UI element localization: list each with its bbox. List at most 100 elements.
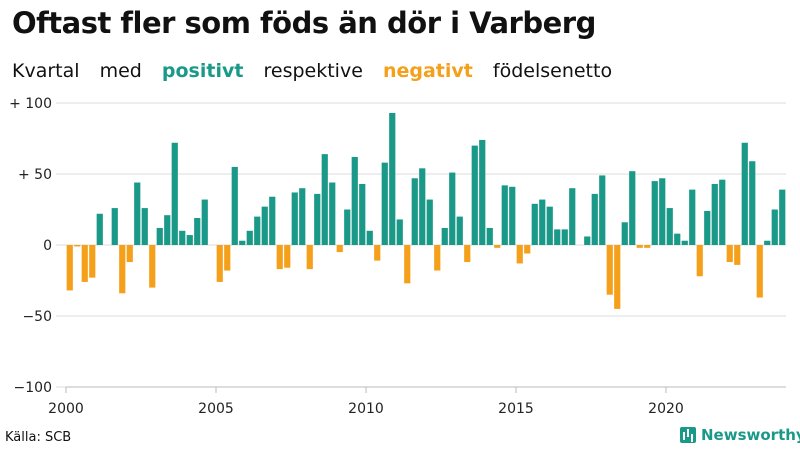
bar	[426, 199, 433, 245]
bar	[314, 193, 321, 245]
bar	[374, 245, 381, 261]
y-tick-label: + 50	[18, 167, 52, 183]
bar	[629, 171, 636, 245]
legend-negative: negativt	[382, 60, 473, 82]
bar	[329, 182, 336, 245]
bar	[704, 210, 711, 245]
bar	[749, 161, 756, 245]
bar	[779, 189, 786, 245]
bar	[149, 245, 156, 288]
bar	[96, 213, 103, 245]
bar	[246, 230, 253, 245]
bar	[449, 172, 456, 245]
subtitle-word: Kvartal	[12, 60, 80, 82]
bar	[644, 245, 651, 248]
y-tick-label: + 100	[9, 96, 52, 112]
bar	[261, 206, 268, 245]
bar	[224, 245, 231, 271]
bar	[359, 183, 366, 245]
bar	[494, 245, 501, 248]
chart-subtitle: Kvartal med positivt respektive negativt…	[12, 60, 626, 82]
bar	[404, 245, 411, 284]
bar	[464, 245, 471, 263]
subtitle-word: respektive	[263, 60, 363, 82]
x-tick-label: 2005	[198, 401, 234, 417]
bar	[584, 236, 591, 245]
bar	[614, 245, 621, 309]
bar	[756, 245, 763, 298]
bar	[81, 245, 88, 282]
bar	[719, 179, 726, 245]
bar	[606, 245, 613, 295]
bar	[524, 245, 531, 254]
brand: Newsworthy	[680, 426, 800, 444]
bar	[509, 186, 516, 245]
bar	[269, 196, 276, 245]
bar	[554, 229, 561, 245]
bar	[119, 245, 126, 294]
bar	[276, 245, 283, 270]
x-tick-label: 2010	[348, 401, 384, 417]
bar	[471, 145, 478, 245]
bar	[411, 178, 418, 245]
bar	[636, 245, 643, 248]
bar	[516, 245, 523, 264]
y-tick-label: 0	[43, 238, 52, 254]
bar	[734, 245, 741, 265]
bar	[681, 240, 688, 245]
bar	[216, 245, 223, 282]
newsworthy-logo-icon	[680, 427, 696, 443]
bar	[764, 240, 771, 245]
bar	[344, 209, 351, 245]
bar	[726, 245, 733, 263]
bar	[539, 199, 546, 245]
bar	[66, 245, 73, 291]
bar	[396, 219, 403, 245]
bar	[366, 230, 373, 245]
brand-name: Newsworthy	[701, 426, 800, 444]
bar	[89, 245, 96, 278]
x-tick-label: 2000	[48, 401, 84, 417]
bar	[771, 209, 778, 245]
bar	[291, 192, 298, 245]
y-tick-label: −50	[22, 309, 52, 325]
subtitle-word: med	[99, 60, 142, 82]
bar	[689, 189, 696, 245]
bar	[186, 235, 193, 245]
bar	[201, 199, 208, 245]
bar	[531, 203, 538, 245]
bar	[434, 245, 441, 271]
bar	[696, 245, 703, 277]
bar	[569, 188, 576, 245]
bar	[111, 208, 118, 245]
bar	[171, 142, 178, 245]
bar	[194, 218, 201, 245]
bar	[666, 208, 673, 245]
source-note: Källa: SCB	[5, 430, 72, 445]
bar	[299, 188, 306, 245]
y-tick-label: −100	[14, 380, 52, 396]
bar	[651, 181, 658, 245]
chart-title: Oftast fler som föds än dör i Varberg	[12, 6, 596, 40]
bar	[591, 193, 598, 245]
bar	[74, 245, 81, 247]
bar	[621, 222, 628, 245]
bar	[284, 245, 291, 268]
bar	[164, 215, 171, 245]
bar	[486, 227, 493, 245]
bar	[126, 245, 133, 263]
bar	[141, 208, 148, 245]
bar	[419, 168, 426, 245]
bar	[306, 245, 313, 270]
bar	[231, 166, 238, 245]
bar	[711, 183, 718, 245]
bar	[674, 233, 681, 245]
bar	[389, 112, 396, 245]
bar	[156, 227, 163, 245]
bar	[659, 178, 666, 245]
bar	[501, 185, 508, 245]
bar	[741, 142, 748, 245]
bar	[321, 154, 328, 245]
subtitle-word: födelsenetto	[492, 60, 613, 82]
